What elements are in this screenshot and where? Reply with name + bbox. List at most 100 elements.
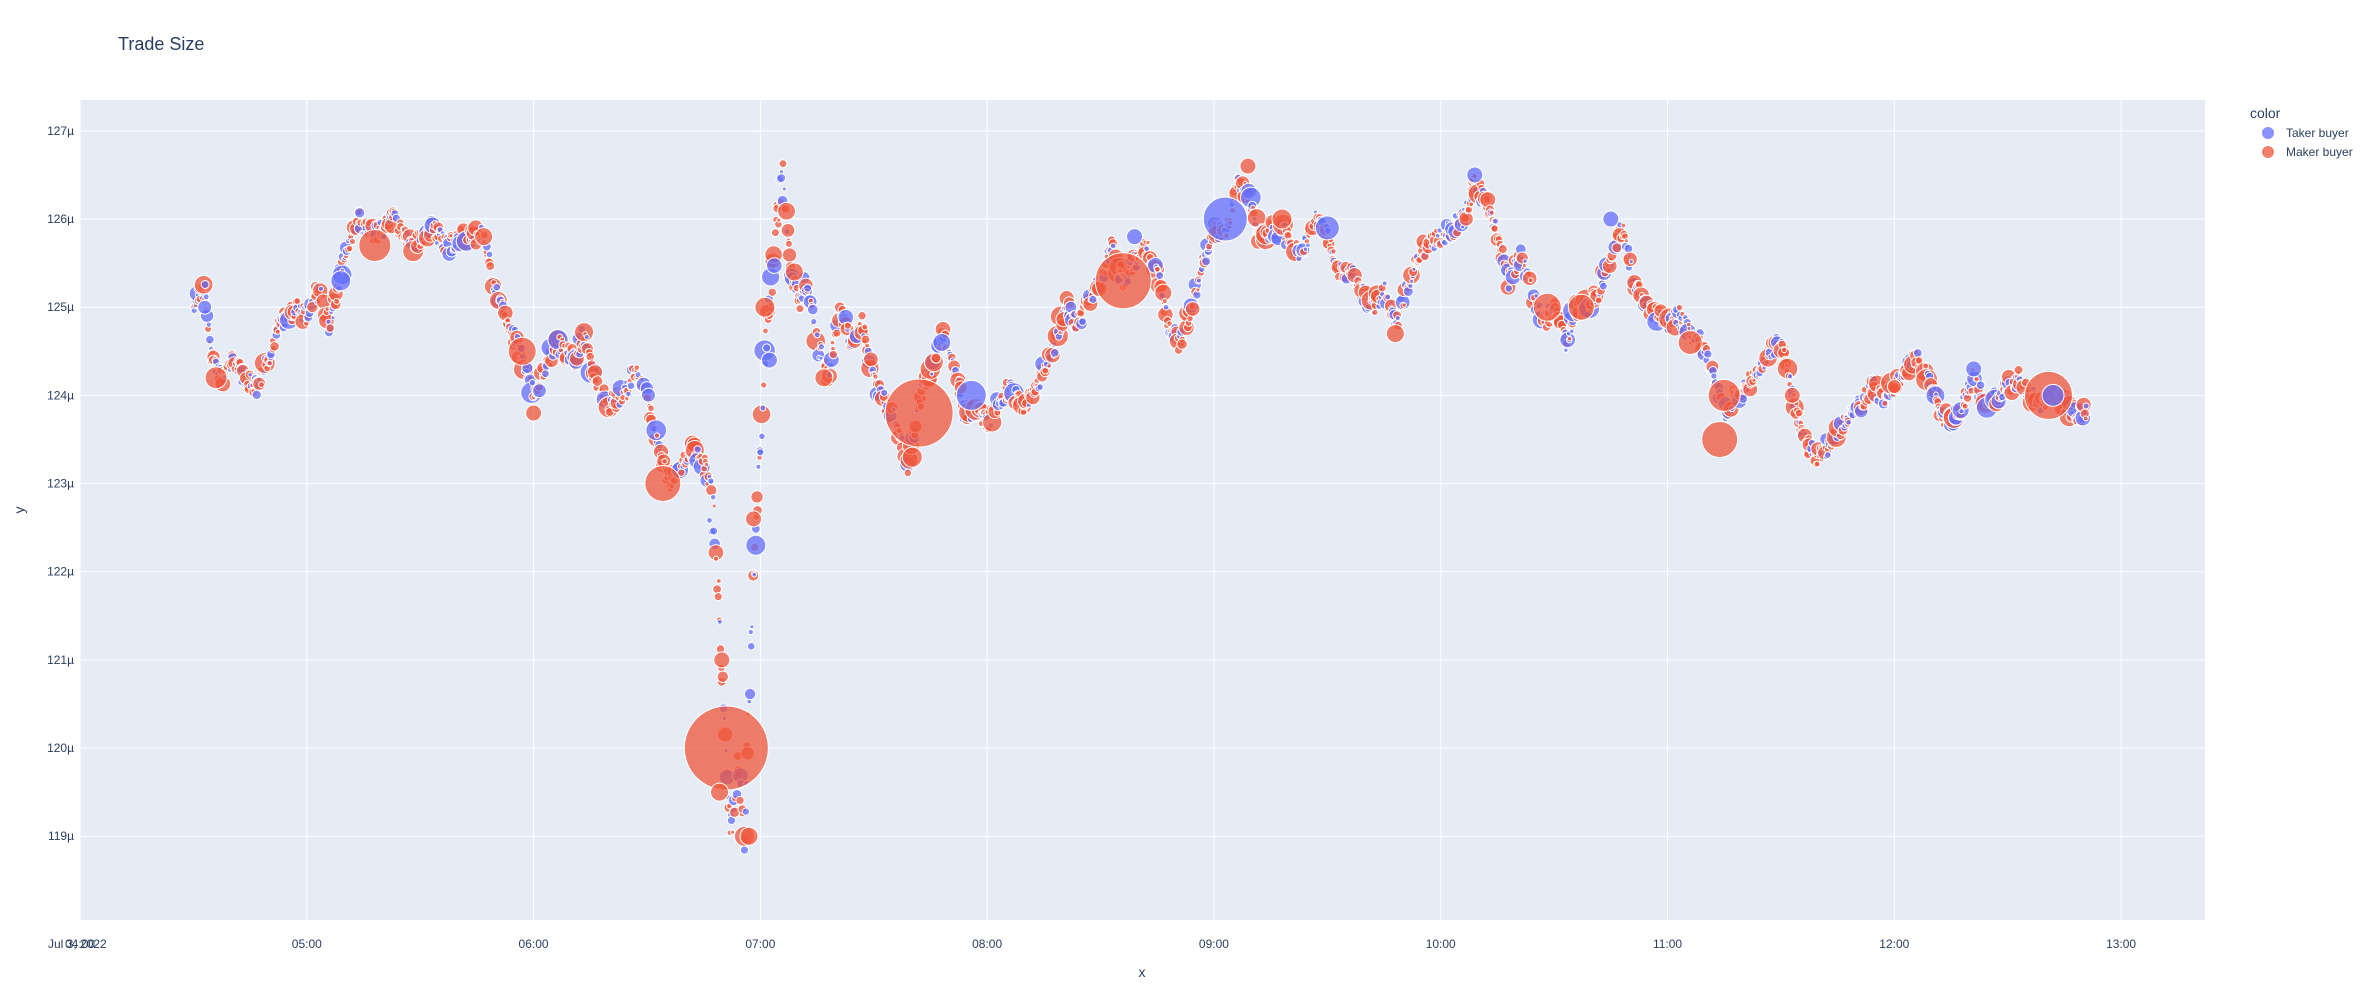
taker-buyer-point [1504, 284, 1514, 293]
taker-buyer-point [1305, 242, 1311, 248]
maker-buyer-point [784, 262, 804, 282]
legend: color Taker buyer Maker buyer [2250, 105, 2353, 159]
y-tick-label: 122µ [47, 565, 74, 579]
maker-buyer-point [843, 321, 852, 330]
y-tick-label: 126µ [47, 212, 74, 226]
taker-buyer-point [1202, 196, 1248, 242]
taker-buyer-point [645, 419, 668, 442]
maker-buyer-point [814, 368, 834, 388]
taker-buyer-point [1599, 281, 1608, 291]
maker-buyer-point [204, 366, 228, 390]
taker-buyer-point [1563, 347, 1569, 353]
taker-buyer-point [1155, 271, 1165, 280]
legend-label-maker: Maker buyer [2286, 145, 2353, 159]
maker-buyer-point [729, 829, 736, 835]
taker-buyer-point [746, 642, 756, 651]
taker-buyer-point [197, 299, 213, 315]
maker-buyer-point [1330, 248, 1337, 255]
taker-buyer-point [758, 432, 766, 441]
maker-buyer-point [770, 228, 780, 238]
maker-buyer-point [1686, 325, 1692, 331]
taker-buyer-point [745, 534, 767, 556]
taker-buyer-point [1912, 348, 1923, 358]
taker-buyer-point [205, 334, 215, 345]
y-axis-title: y [11, 507, 27, 514]
taker-buyer-point [707, 477, 715, 485]
maker-buyer-point [1813, 460, 1821, 468]
taker-buyer-point [492, 282, 502, 292]
taker-buyer-point [756, 448, 765, 457]
taker-buyer-point [803, 283, 813, 293]
maker-buyer-point [661, 458, 668, 465]
maker-buyer-point [653, 432, 661, 439]
maker-buyer-point [860, 334, 871, 345]
y-tick-label: 120µ [47, 741, 74, 755]
taker-buyer-point [806, 303, 819, 316]
maker-buyer-point [269, 341, 280, 352]
maker-buyer-point [591, 375, 604, 387]
maker-buyer-point [716, 670, 729, 683]
maker-buyer-point [1532, 292, 1562, 322]
taker-buyer-point [1411, 266, 1417, 272]
maker-buyer-point [735, 795, 745, 806]
taker-buyer-point [1710, 372, 1718, 380]
maker-buyer-point [1468, 201, 1475, 208]
maker-buyer-point [1707, 378, 1741, 412]
maker-buyer-point [754, 296, 776, 318]
x-tick-labels: 04:00 05:00 06:00 07:00 08:00 09:00 10:00 11:00… [65, 937, 2136, 951]
taker-buyer-point [818, 355, 824, 361]
taker-buyer-point [330, 315, 336, 321]
taker-buyer-point [747, 628, 754, 636]
maker-buyer-point [1922, 362, 1930, 370]
maker-buyer-point [1675, 303, 1684, 312]
taker-buyer-point [205, 321, 212, 328]
taker-buyer-point [1302, 246, 1309, 252]
taker-buyer-point [716, 618, 723, 625]
taker-buyer-point [202, 293, 210, 301]
taker-buyer-point [762, 343, 772, 353]
maker-buyer-point [872, 373, 879, 380]
y-tick-labels: 119µ 120µ 121µ 122µ 123µ 124µ 125µ 126µ 127µ [47, 124, 74, 843]
legend-item-maker[interactable]: Maker buyer [2262, 145, 2353, 159]
maker-buyer-point [1594, 296, 1603, 305]
maker-buyer-point [784, 239, 793, 248]
taker-buyer-point [1088, 294, 1098, 304]
y-tick-label: 125µ [47, 300, 74, 314]
maker-buyer-point [525, 404, 543, 422]
maker-buyer-point [795, 304, 805, 314]
maker-buyer-point [762, 327, 769, 335]
maker-buyer-point [348, 237, 357, 246]
maker-buyer-point [776, 217, 782, 223]
x-tick-label: 09:00 [1199, 937, 1229, 951]
taker-buyer-point [1434, 232, 1441, 239]
maker-buyer-point [828, 349, 839, 360]
maker-buyer-point [1620, 222, 1627, 229]
maker-buyer-point [777, 201, 796, 221]
maker-buyer-point [274, 328, 281, 335]
maker-buyer-point [780, 223, 796, 238]
maker-buyer-point [1623, 238, 1629, 244]
maker-buyer-point [739, 826, 759, 846]
maker-buyer-point [884, 378, 954, 448]
maker-buyer-point [2013, 364, 2024, 375]
x-date-label: Jul 3, 2022 [48, 937, 107, 951]
maker-buyer-point [1145, 239, 1151, 246]
y-tick-label: 127µ [47, 124, 74, 138]
maker-buyer-point [647, 404, 655, 413]
taker-buyer-point [1162, 303, 1170, 311]
legend-item-taker[interactable]: Taker buyer [2262, 126, 2349, 140]
maker-buyer-point [832, 328, 842, 338]
taker-buyer-point [1628, 259, 1634, 265]
taker-buyer-point [1492, 217, 1500, 225]
taker-buyer-point [640, 387, 656, 403]
taker-buyer-point [1126, 228, 1144, 246]
maker-buyer-point [507, 336, 537, 366]
maker-buyer-point [1161, 298, 1168, 305]
maker-buyer-point [1271, 208, 1293, 230]
maker-buyer-point [333, 297, 341, 305]
taker-buyer-point [1703, 349, 1713, 359]
taker-buyer-point [709, 526, 719, 536]
maker-buyer-point [1385, 324, 1405, 344]
maker-buyer-point [1780, 346, 1788, 354]
taker-buyer-point [485, 250, 494, 259]
